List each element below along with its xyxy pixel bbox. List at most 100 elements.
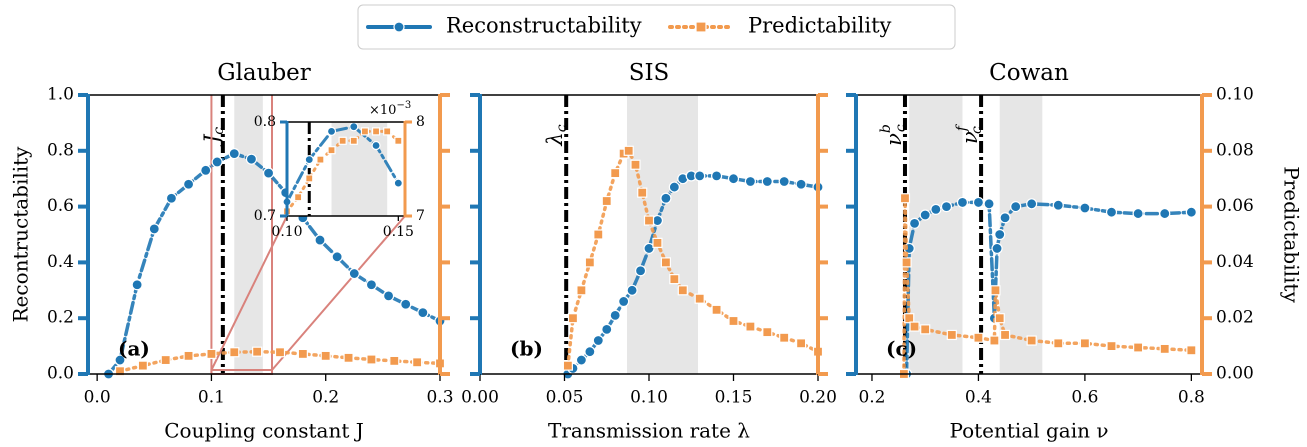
x-tick-label: 0.1 <box>198 388 225 408</box>
data-point <box>609 309 621 322</box>
data-point <box>383 127 392 136</box>
y-tick-label: 1.0 <box>47 85 74 105</box>
x-tick-label: 0.15 <box>383 224 414 240</box>
y2-tick-label: 0.08 <box>1216 140 1254 160</box>
data-point <box>148 223 160 235</box>
panel-title: Glauber <box>217 60 311 86</box>
data-point <box>412 357 423 368</box>
data-point <box>228 147 240 160</box>
data-point <box>338 136 347 145</box>
axis-multiplier: ×10−3 <box>369 100 411 118</box>
y-tick-label: 0.6 <box>47 196 74 216</box>
data-point <box>660 257 672 268</box>
y2-tick-label: 0.00 <box>1216 364 1254 384</box>
data-point <box>761 175 773 188</box>
data-point <box>727 173 740 185</box>
data-point <box>1186 345 1197 356</box>
data-point <box>728 315 739 327</box>
data-point <box>795 178 807 190</box>
x-axis-label: Potential gain ν <box>949 419 1108 443</box>
data-point <box>229 347 240 358</box>
shaded-region <box>234 95 263 374</box>
data-point <box>901 257 912 268</box>
data-point <box>983 198 995 210</box>
data-point <box>137 360 148 371</box>
legend-box <box>357 4 956 50</box>
multiplier-exp: −3 <box>396 100 411 111</box>
data-point <box>940 201 953 213</box>
data-point <box>294 193 303 202</box>
data-point <box>994 313 1005 324</box>
x-tick-label: 0.00 <box>461 388 499 408</box>
zoom-line <box>271 215 406 371</box>
data-point <box>623 145 634 156</box>
panel-label: (c) <box>886 337 917 361</box>
data-point <box>634 265 647 277</box>
data-point <box>314 234 326 246</box>
panel-title: SIS <box>629 60 670 86</box>
data-point <box>778 175 790 188</box>
x-axis-label: Coupling constant J <box>164 419 364 443</box>
y2-tick-label: 0.04 <box>1216 252 1254 272</box>
data-point <box>626 284 638 296</box>
data-point <box>956 196 969 209</box>
x-tick-label: 0.0 <box>84 388 111 408</box>
critical-sub: c <box>211 127 227 135</box>
x-axis-label: Transmission rate λ <box>548 419 750 443</box>
data-point <box>389 355 400 366</box>
data-point <box>1079 338 1090 349</box>
critical-sup: b <box>878 124 894 133</box>
data-point <box>1079 202 1091 214</box>
data-point <box>610 168 621 179</box>
data-point <box>200 164 212 176</box>
data-point <box>972 196 985 209</box>
x-tick-label: 0.8 <box>1178 388 1205 408</box>
data-point <box>567 313 579 324</box>
data-point <box>575 354 588 366</box>
data-point <box>131 279 143 291</box>
data-point <box>744 175 757 188</box>
data-point <box>1132 207 1144 220</box>
x-tick-label: 0.3 <box>426 388 453 408</box>
data-point <box>994 228 1006 241</box>
data-point <box>920 324 931 335</box>
data-point <box>348 267 360 280</box>
critical-label: νfc <box>954 123 985 144</box>
data-point <box>211 156 223 168</box>
data-point <box>331 251 343 263</box>
data-point <box>1026 335 1037 346</box>
series-line <box>285 125 400 204</box>
data-point <box>382 290 395 302</box>
data-point <box>1052 199 1064 211</box>
multiplier-base: ×10 <box>369 103 396 118</box>
data-point <box>999 212 1011 224</box>
data-point <box>400 298 412 310</box>
critical-sup: f <box>954 123 970 132</box>
data-point <box>1053 338 1064 349</box>
panel-label: (b) <box>510 337 543 361</box>
data-point <box>989 335 1000 346</box>
data-point <box>371 140 381 151</box>
y2-tick-label: 0.10 <box>1216 85 1254 105</box>
data-point <box>909 321 920 332</box>
data-point <box>1159 343 1170 354</box>
data-point <box>183 350 194 361</box>
data-point <box>999 329 1011 341</box>
data-point <box>991 242 1003 255</box>
data-point <box>946 329 957 341</box>
data-point <box>343 352 354 363</box>
data-point <box>668 181 680 193</box>
data-point <box>584 257 595 268</box>
legend-label: Reconstructability <box>446 14 642 38</box>
y-tick-label: 0.4 <box>47 252 74 272</box>
data-point <box>360 127 370 136</box>
data-point <box>637 187 648 198</box>
data-point <box>904 313 915 324</box>
data-point <box>320 350 331 361</box>
data-point <box>1010 201 1022 213</box>
data-point <box>182 178 195 190</box>
y2-tick-label: 7 <box>416 208 425 224</box>
data-point <box>669 274 680 285</box>
data-point <box>245 153 258 165</box>
data-point <box>973 332 984 343</box>
